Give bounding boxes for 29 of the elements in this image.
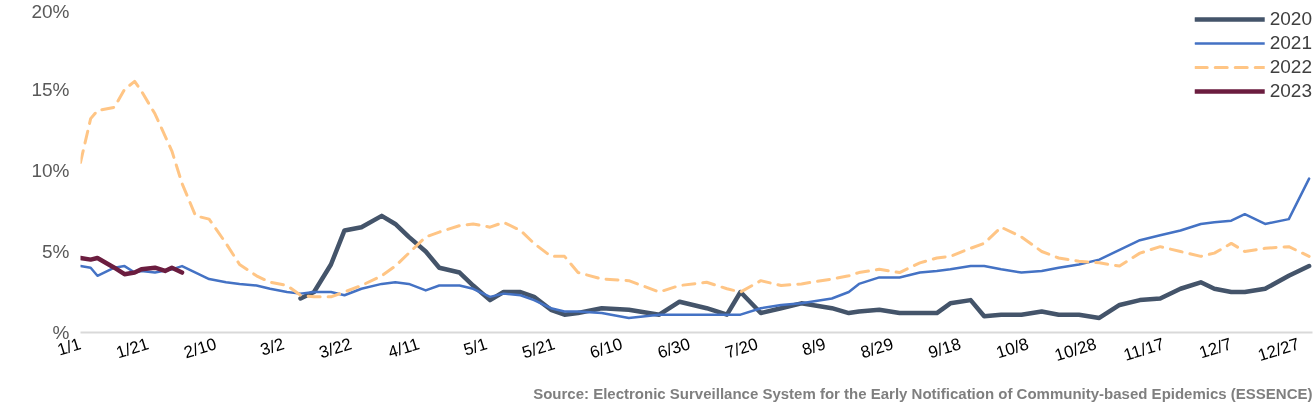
legend-label: 2023 (1269, 80, 1312, 102)
line-series (298, 213, 1312, 321)
y-tick-label: 20% (31, 0, 70, 22)
x-tick-label: 9/18 (926, 334, 964, 363)
line-series (80, 255, 185, 277)
x-tick-label: 4/11 (385, 334, 422, 362)
x-tick-label: 11/17 (1121, 334, 1167, 365)
x-tick-label: 7/20 (723, 334, 761, 363)
x-tick-label: 6/10 (587, 334, 625, 363)
legend-label: 2021 (1269, 32, 1312, 54)
legend-label: 2022 (1269, 56, 1312, 78)
x-tick-label: 5/1 (461, 334, 490, 360)
y-tick-label: 10% (31, 160, 70, 181)
y-tick-label: 15% (31, 79, 70, 100)
x-tick-label: 8/29 (858, 334, 896, 363)
y-tick-label: 5% (42, 241, 70, 262)
x-tick-label: 5/21 (519, 334, 558, 363)
x-tick-label: 1/21 (113, 334, 152, 363)
x-tick-label: 2/10 (181, 334, 219, 363)
x-tick-label: 12/27 (1255, 334, 1302, 366)
x-tick-label: 12/7 (1196, 334, 1235, 363)
x-tick-label: 10/28 (1052, 334, 1099, 366)
x-tick-label: 8/9 (799, 334, 828, 360)
legend-label: 2020 (1269, 8, 1312, 30)
x-tick-label: 3/2 (258, 334, 287, 360)
x-tick-label: 10/8 (993, 334, 1032, 363)
x-tick-label: 3/22 (316, 334, 355, 363)
x-tick-label: 6/30 (655, 334, 693, 363)
source-note: Source: Electronic Surveillance System for the Early Notification of Community-based Epidemics (ESSENCE) (533, 384, 1313, 402)
